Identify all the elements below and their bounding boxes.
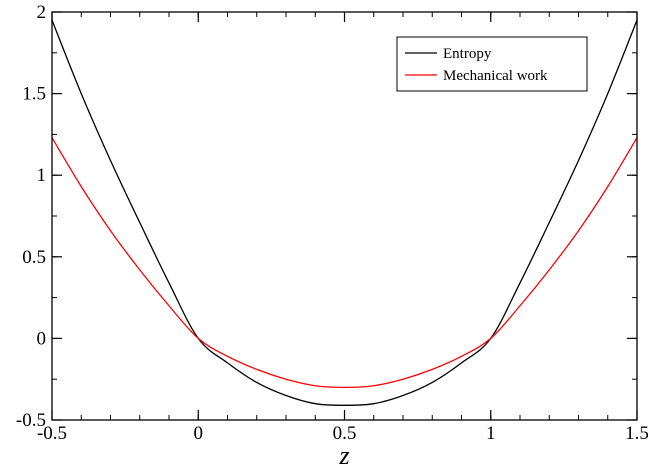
legend: Entropy Mechanical work [396, 36, 588, 92]
series-line-entropy [52, 19, 637, 406]
series-layer [52, 19, 637, 406]
x-tick-label: 0.5 [333, 423, 357, 444]
x-tick-label: 0 [194, 423, 204, 444]
x-tick-label: -0.5 [37, 423, 67, 444]
legend-label-entropy: Entropy [443, 46, 492, 62]
tick-labels: -0.5 0 0.5 1 1.5 -0.5 0 0.5 1 1.5 2 [16, 2, 649, 444]
y-tick-label: 0 [37, 328, 47, 349]
series-line-mechanical-work [52, 137, 637, 389]
y-tick-label: 0.5 [22, 247, 46, 268]
y-tick-label: -0.5 [16, 410, 46, 431]
x-axis-label: z [338, 441, 349, 468]
legend-box [396, 36, 588, 92]
y-tick-label: 2 [37, 2, 47, 23]
plot-frame [51, 11, 638, 421]
y-tick-label: 1 [37, 165, 47, 186]
y-tick-label: 1.5 [22, 84, 46, 105]
x-tick-label: 1 [486, 423, 496, 444]
legend-label-mechanical-work: Mechanical work [443, 68, 548, 84]
x-tick-label: 1.5 [625, 423, 649, 444]
